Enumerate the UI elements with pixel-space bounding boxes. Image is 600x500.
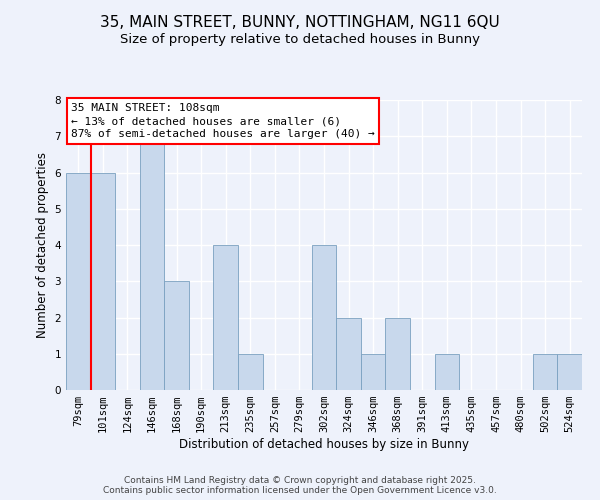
Bar: [385, 318, 410, 390]
Bar: [434, 354, 459, 390]
Bar: [66, 172, 91, 390]
Bar: [214, 245, 238, 390]
Bar: [140, 136, 164, 390]
Bar: [238, 354, 263, 390]
Bar: [557, 354, 582, 390]
Bar: [533, 354, 557, 390]
Bar: [312, 245, 336, 390]
Bar: [336, 318, 361, 390]
Text: Size of property relative to detached houses in Bunny: Size of property relative to detached ho…: [120, 32, 480, 46]
Bar: [164, 281, 189, 390]
Text: 35, MAIN STREET, BUNNY, NOTTINGHAM, NG11 6QU: 35, MAIN STREET, BUNNY, NOTTINGHAM, NG11…: [100, 15, 500, 30]
Bar: [91, 172, 115, 390]
Text: Contains HM Land Registry data © Crown copyright and database right 2025.: Contains HM Land Registry data © Crown c…: [124, 476, 476, 485]
X-axis label: Distribution of detached houses by size in Bunny: Distribution of detached houses by size …: [179, 438, 469, 451]
Bar: [361, 354, 385, 390]
Text: 35 MAIN STREET: 108sqm
← 13% of detached houses are smaller (6)
87% of semi-deta: 35 MAIN STREET: 108sqm ← 13% of detached…: [71, 103, 375, 140]
Text: Contains public sector information licensed under the Open Government Licence v3: Contains public sector information licen…: [103, 486, 497, 495]
Y-axis label: Number of detached properties: Number of detached properties: [36, 152, 49, 338]
